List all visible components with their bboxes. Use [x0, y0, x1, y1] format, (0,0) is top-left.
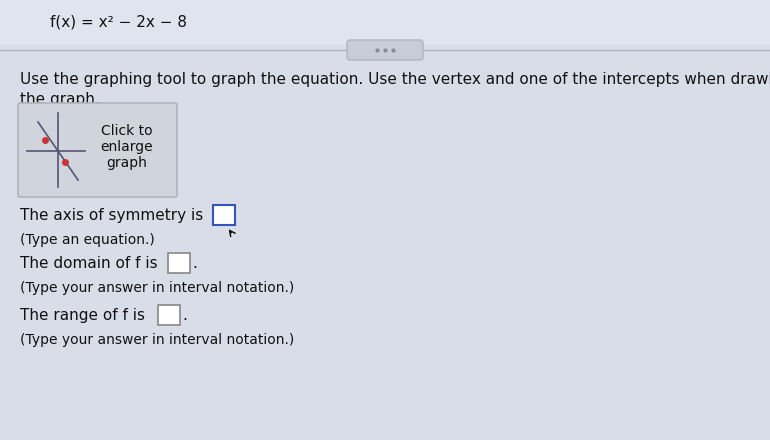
- Text: (Type an equation.): (Type an equation.): [20, 233, 155, 247]
- Bar: [0, 0, 770, 45]
- Text: The axis of symmetry is: The axis of symmetry is: [20, 208, 203, 223]
- Text: f(x) = x² − 2x − 8: f(x) = x² − 2x − 8: [50, 15, 187, 29]
- FancyBboxPatch shape: [18, 103, 177, 197]
- Text: .: .: [192, 256, 197, 271]
- FancyBboxPatch shape: [213, 205, 235, 225]
- Text: The range of f is: The range of f is: [20, 308, 145, 323]
- Text: Use the graphing tool to graph the equation. Use the vertex and one of the inter: Use the graphing tool to graph the equat…: [20, 72, 770, 87]
- Text: The domain of f is: The domain of f is: [20, 256, 158, 271]
- Text: (Type your answer in interval notation.): (Type your answer in interval notation.): [20, 281, 294, 295]
- Text: Click to
enlarge
graph: Click to enlarge graph: [101, 124, 153, 170]
- FancyBboxPatch shape: [347, 40, 423, 60]
- FancyBboxPatch shape: [168, 253, 190, 273]
- Text: the graph.: the graph.: [20, 92, 100, 107]
- Text: (Type your answer in interval notation.): (Type your answer in interval notation.): [20, 333, 294, 347]
- Text: .: .: [182, 308, 187, 323]
- FancyBboxPatch shape: [158, 305, 180, 325]
